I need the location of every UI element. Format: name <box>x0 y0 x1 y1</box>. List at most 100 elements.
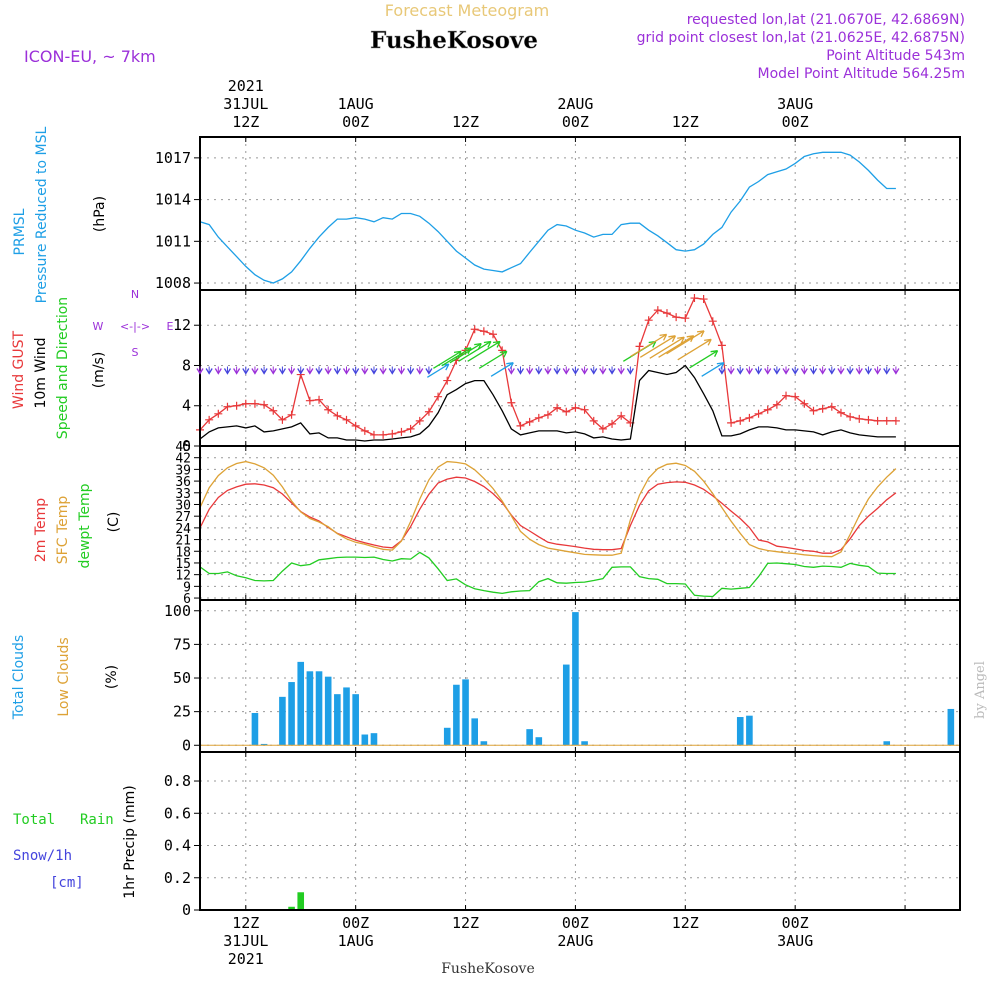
time-axis-label: 3AUG <box>777 95 813 113</box>
legend-prmsl: PRMSL <box>12 208 28 255</box>
gust-point-marker <box>379 430 388 439</box>
gust-point-marker <box>571 403 580 412</box>
cloud-bar <box>562 664 570 746</box>
model-point-altitude: Model Point Altitude 564.25m <box>758 66 965 82</box>
gust-point-marker <box>754 409 763 418</box>
time-axis-label: 00Z <box>562 914 589 932</box>
time-axis-label: 2021 <box>228 77 264 95</box>
y-tick-label: 39 <box>175 463 191 478</box>
y-tick-label: 6 <box>183 592 191 607</box>
precip-bar <box>288 906 295 910</box>
y-tick-label: 4 <box>182 397 191 415</box>
gust-point-marker <box>608 419 617 428</box>
legend-2m-temp: 2m Temp <box>33 498 49 562</box>
legend-dewpt-temp: dewpt Temp <box>77 483 93 568</box>
y-tick-label: 15 <box>175 557 191 572</box>
cloud-bar <box>462 679 469 746</box>
time-axis-label: 00Z <box>782 914 809 932</box>
y-tick-label: 1014 <box>155 191 191 209</box>
legend-snow-unit: [cm] <box>50 875 84 891</box>
time-axis-label: 00Z <box>562 113 589 131</box>
temperature-ylabel: (C) <box>106 512 122 533</box>
footer-location: FusheKosove <box>441 961 535 977</box>
series-line-10m-wind <box>199 364 896 442</box>
time-axis-label: 31JUL <box>223 95 268 113</box>
gust-point-marker <box>699 295 708 304</box>
pressure-panel: 1008 1011 1014 1017 <box>155 136 961 292</box>
gust-point-marker <box>818 404 827 413</box>
time-axis-label: 00Z <box>782 113 809 131</box>
gust-point-marker <box>543 410 552 419</box>
wind-direction-arrow <box>499 350 508 358</box>
cloud-bar <box>288 682 295 746</box>
gust-point-marker <box>406 424 415 433</box>
wind-ylabel: (m/s) <box>91 352 107 389</box>
wind-direction-arrow <box>716 362 725 370</box>
legend-sfc-temp: SFC Temp <box>55 496 71 565</box>
y-tick-label: 12 <box>173 316 191 334</box>
wind-direction-arrow <box>441 347 472 367</box>
y-tick-label: 75 <box>173 635 191 653</box>
gust-point-marker <box>873 416 882 425</box>
cloud-bar <box>251 712 259 746</box>
gust-point-marker <box>864 415 873 424</box>
time-axis-label: 12Z <box>672 914 699 932</box>
cloud-bar <box>334 694 341 746</box>
gust-point-marker <box>223 402 232 411</box>
wind-direction-arrow <box>433 350 462 369</box>
gust-point-marker <box>791 392 800 401</box>
gust-point-marker <box>772 400 781 409</box>
gust-point-marker <box>479 327 488 336</box>
time-axis-label: 00Z <box>342 113 369 131</box>
compass-north: N <box>131 288 139 301</box>
y-tick-label: 9 <box>183 580 191 595</box>
time-axis-label: 2AUG <box>557 95 593 113</box>
legend-snow: Snow/1h <box>13 848 72 864</box>
wind-direction-arrow <box>689 350 718 369</box>
y-tick-label: 36 <box>175 475 191 490</box>
y-tick-label: 1017 <box>155 149 191 167</box>
gust-point-marker <box>489 330 498 339</box>
gust-point-marker <box>553 403 562 412</box>
gust-point-marker <box>415 416 424 425</box>
y-tick-label: 24 <box>175 522 191 537</box>
gust-point-marker <box>846 412 855 421</box>
time-axis-label: 12Z <box>232 914 259 932</box>
clouds-panel: 0 25 50 75 100 <box>164 599 961 754</box>
gust-point-marker <box>388 429 397 438</box>
closest-coordinates: grid point closest lon,lat (21.0625E, 42… <box>637 30 965 46</box>
gust-point-marker <box>717 341 726 350</box>
cloud-bar <box>453 684 460 746</box>
cloud-bar <box>343 687 350 746</box>
gust-point-marker <box>635 342 644 351</box>
gust-point-marker <box>562 407 571 416</box>
cloud-bar <box>947 708 955 746</box>
gust-point-marker <box>763 405 772 414</box>
series-line-dewpt-temp <box>199 551 896 598</box>
gust-point-marker <box>891 416 900 425</box>
wind-direction-arrow <box>704 338 712 346</box>
panel-frame <box>199 289 961 447</box>
wind-panel: 0 4 8 12 <box>173 289 961 455</box>
y-tick-label: 100 <box>164 602 191 620</box>
gust-point-marker <box>736 416 745 425</box>
cloud-bar <box>736 717 744 746</box>
time-axis-label: 12Z <box>672 113 699 131</box>
clouds-ylabel: (%) <box>104 665 120 689</box>
gust-point-marker <box>534 413 543 422</box>
cloud-bar <box>480 741 488 746</box>
wind-direction-arrow <box>696 330 705 338</box>
cloud-bar <box>352 694 359 746</box>
gust-point-marker <box>369 430 378 439</box>
time-axis-label: 12Z <box>452 113 479 131</box>
y-tick-label: 0.8 <box>164 772 191 790</box>
gust-point-marker <box>644 316 653 325</box>
time-axis-label: 12Z <box>232 113 259 131</box>
y-tick-label: 1008 <box>155 274 191 292</box>
gust-point-marker <box>324 405 333 414</box>
gust-point-marker <box>498 346 507 355</box>
series-line-2m-temp <box>199 476 897 554</box>
gust-point-marker <box>672 313 681 322</box>
